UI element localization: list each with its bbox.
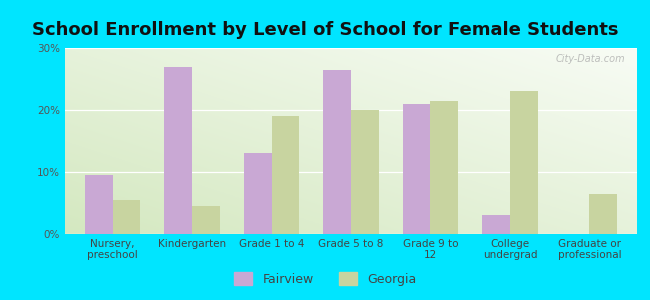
Bar bbox=[482, 215, 510, 234]
Text: City-Data.com: City-Data.com bbox=[556, 54, 625, 64]
Bar bbox=[272, 116, 300, 234]
Bar bbox=[112, 200, 140, 234]
Text: School Enrollment by Level of School for Female Students: School Enrollment by Level of School for… bbox=[32, 21, 618, 39]
Bar bbox=[510, 92, 538, 234]
Legend: Fairview, Georgia: Fairview, Georgia bbox=[229, 267, 421, 291]
Bar bbox=[323, 70, 351, 234]
Bar bbox=[351, 110, 379, 234]
Bar bbox=[164, 67, 192, 234]
Bar bbox=[590, 194, 617, 234]
Bar bbox=[402, 104, 430, 234]
Bar bbox=[85, 175, 112, 234]
Bar bbox=[430, 101, 458, 234]
Bar bbox=[192, 206, 220, 234]
Bar bbox=[244, 153, 272, 234]
